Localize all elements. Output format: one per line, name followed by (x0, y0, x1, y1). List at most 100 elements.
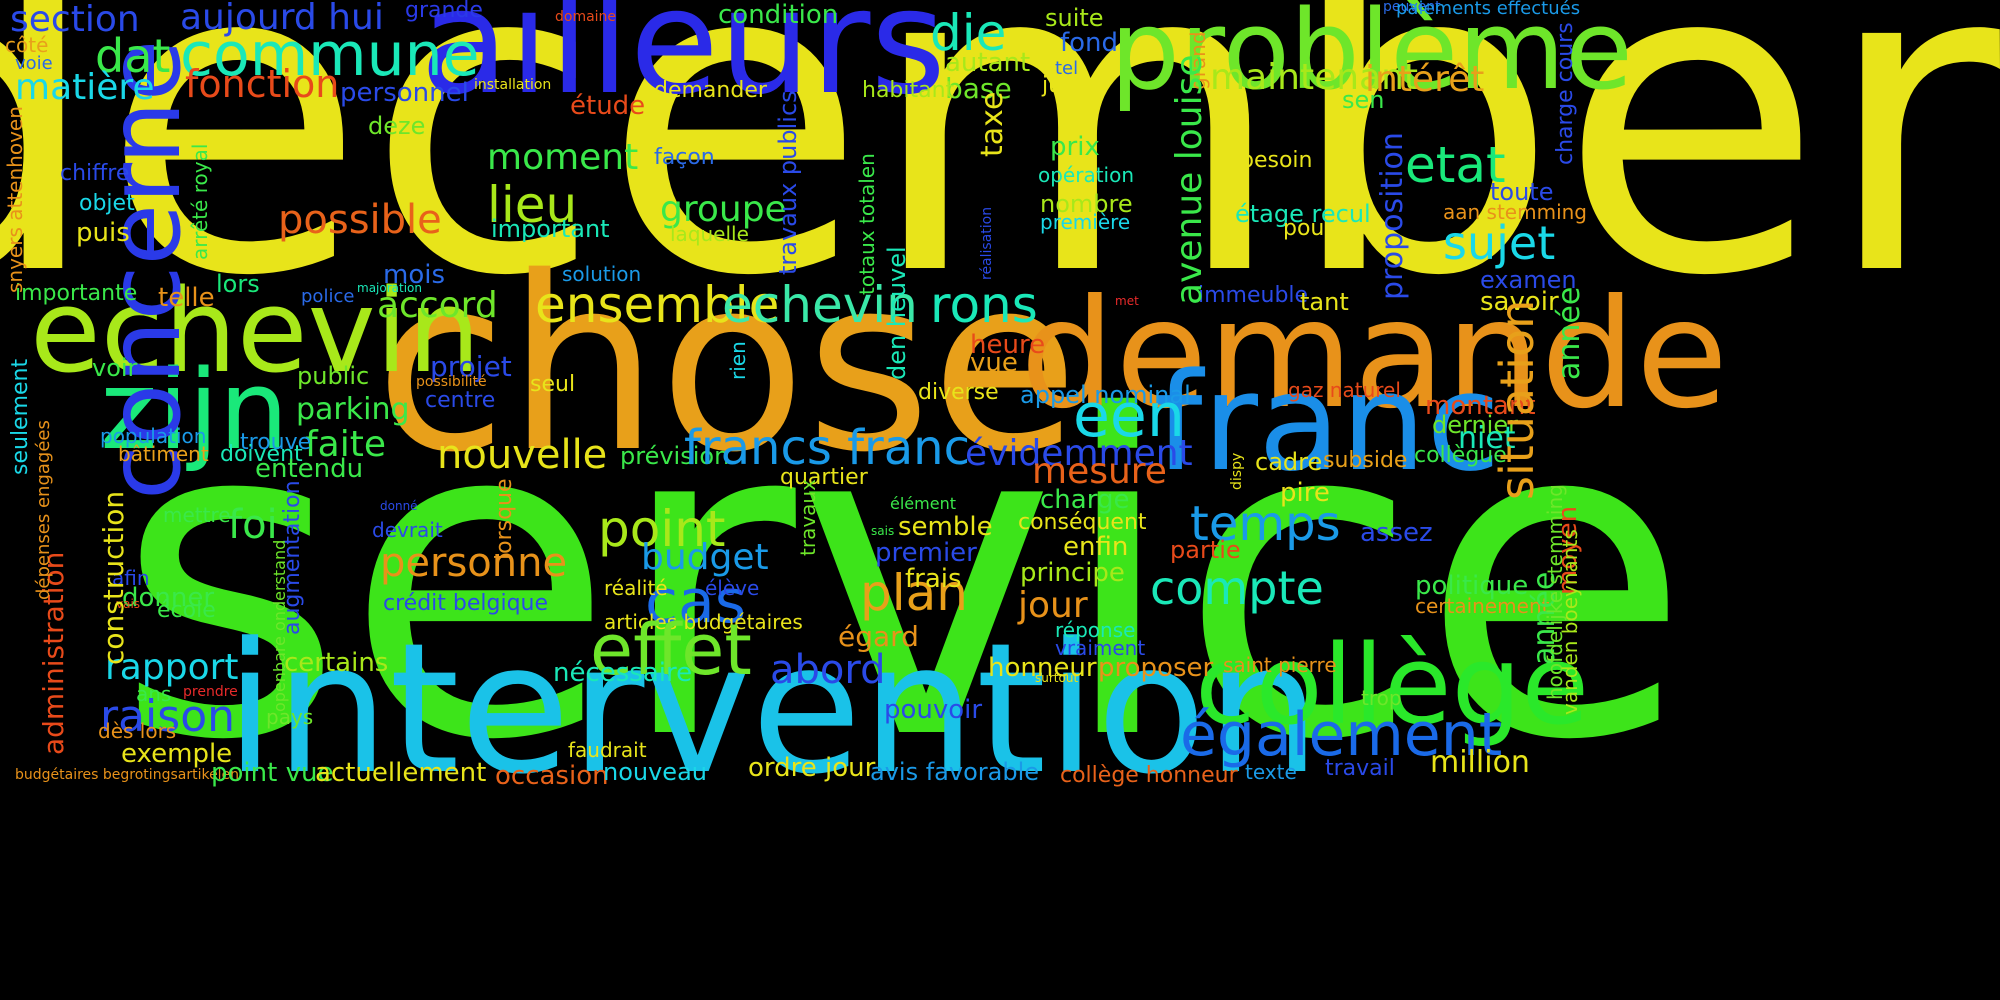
cloud-word: demande (1020, 268, 1729, 442)
cloud-word: voir (92, 354, 138, 382)
cloud-word: texte (1245, 760, 1297, 784)
cloud-word: certains (284, 648, 389, 678)
cloud-word: sais (871, 524, 895, 538)
cloud-word: ans (136, 682, 172, 706)
cloud-word: situation (1490, 299, 1544, 500)
cloud-word: étude (570, 91, 646, 121)
cloud-word: accord (377, 285, 498, 326)
cloud-word: travail (1325, 756, 1395, 781)
cloud-word: prévision (620, 442, 730, 470)
cloud-word: raison (100, 691, 236, 742)
cloud-word: snyers attenhoven (3, 106, 27, 293)
cloud-word: pourquoi (1283, 216, 1381, 241)
cloud-word: domaine (555, 9, 617, 25)
cloud-word: quartier (780, 465, 868, 490)
cloud-word: franc (1155, 344, 1501, 501)
cloud-word: côté (5, 33, 49, 57)
cloud-word: den heuvel (883, 246, 911, 380)
cloud-word: dispy (1229, 452, 1245, 490)
cloud-word: possible (278, 197, 442, 243)
cloud-word: echevin (722, 276, 918, 334)
cloud-word: commune (180, 20, 480, 90)
cloud-word: travaux publics (774, 90, 802, 275)
cloud-word: effet (590, 609, 752, 691)
cloud-word: laquelle (670, 222, 749, 246)
cloud-word: aujourd hui (180, 0, 384, 38)
cloud-word: paiements effectués (1396, 0, 1581, 19)
cloud-word: peuvent (1383, 0, 1441, 15)
cloud-word: trop (1361, 686, 1402, 710)
cloud-word: openbare onderstand (270, 539, 289, 712)
cloud-word: temps (1190, 496, 1341, 552)
cloud-word: abord (770, 647, 886, 693)
cloud-word: mettre (163, 503, 231, 527)
cloud-word: een (1073, 381, 1185, 451)
cloud-word: tel (1055, 58, 1079, 79)
cloud-word: possibilité (416, 374, 487, 390)
cloud-word: collège (1195, 621, 1590, 749)
cloud-word: puis (76, 218, 130, 248)
cloud-word: importante (15, 281, 138, 306)
cloud-word: surtout (1035, 671, 1079, 685)
cloud-word: articles budgétaires (604, 610, 803, 634)
cloud-word: certainement (1415, 594, 1550, 618)
cloud-word: base (945, 72, 1012, 105)
cloud-word: afin (112, 566, 150, 590)
cloud-word: également (1180, 700, 1503, 770)
cloud-word: vue (970, 348, 1018, 378)
cloud-word: installation (474, 77, 552, 93)
cloud-word: aan stemming (1443, 200, 1588, 224)
cloud-word: compte (1150, 561, 1324, 615)
cloud-word: faudrait (568, 738, 647, 762)
cloud-word: partie (1170, 536, 1241, 564)
cloud-word: police (301, 286, 355, 307)
cloud-word: pire (1280, 478, 1330, 508)
cloud-word: majoration (357, 281, 422, 295)
cloud-word: fonction (185, 62, 340, 106)
cloud-word: besoin (1240, 148, 1313, 173)
cloud-word: deze (368, 112, 426, 140)
cloud-word: personne (380, 540, 568, 586)
cloud-word: façon (654, 145, 715, 170)
cloud-word: intervention (225, 605, 1321, 814)
cloud-word: totaux totalen (855, 153, 879, 295)
cloud-word: groupe (660, 189, 787, 230)
cloud-word: centre (425, 388, 496, 413)
cloud-word: pouvoir (884, 695, 983, 725)
cloud-word: étage recul (1235, 200, 1371, 228)
cloud-word: frais (905, 564, 962, 594)
cloud-word: lieu (487, 176, 578, 234)
cloud-word: vraiment (1055, 636, 1146, 660)
cloud-word: enfin (1063, 532, 1129, 562)
cloud-word: rien (726, 341, 750, 380)
cloud-word: autant (945, 48, 1031, 78)
cloud-word: plan (860, 564, 968, 622)
cloud-word: nouveau (603, 758, 707, 786)
cloud-word: vais (116, 597, 141, 611)
cloud-word: parking (296, 392, 410, 427)
cloud-word: occasion (495, 761, 609, 791)
cloud-word: solution (562, 262, 642, 286)
cloud-word: pays (266, 705, 314, 729)
cloud-word: prendre (183, 684, 238, 700)
cloud-word: voie (15, 53, 53, 74)
cloud-word: examen (1480, 266, 1577, 294)
cloud-word: gaz naturel (1288, 378, 1401, 402)
cloud-word: donner (122, 583, 215, 613)
cloud-word: bâtiment (118, 442, 209, 466)
cloud-word: habitant (862, 78, 955, 103)
cloud-word: public (297, 362, 370, 390)
cloud-word: problème (1110, 0, 1633, 114)
cloud-word: point vue (211, 758, 334, 788)
cloud-word: exemple (121, 739, 233, 769)
cloud-word: mesure (1032, 451, 1167, 492)
cloud-word: construction (97, 490, 130, 665)
cloud-word: population (100, 424, 207, 448)
cloud-word: heure (970, 330, 1046, 360)
cloud-word: december (0, 0, 2000, 370)
cloud-word: semble (898, 512, 993, 542)
cloud-word: service (115, 324, 1692, 836)
cloud-word: francs franc (684, 420, 970, 476)
cloud-word: telle (158, 283, 215, 313)
cloud-word: opération (1038, 163, 1135, 187)
